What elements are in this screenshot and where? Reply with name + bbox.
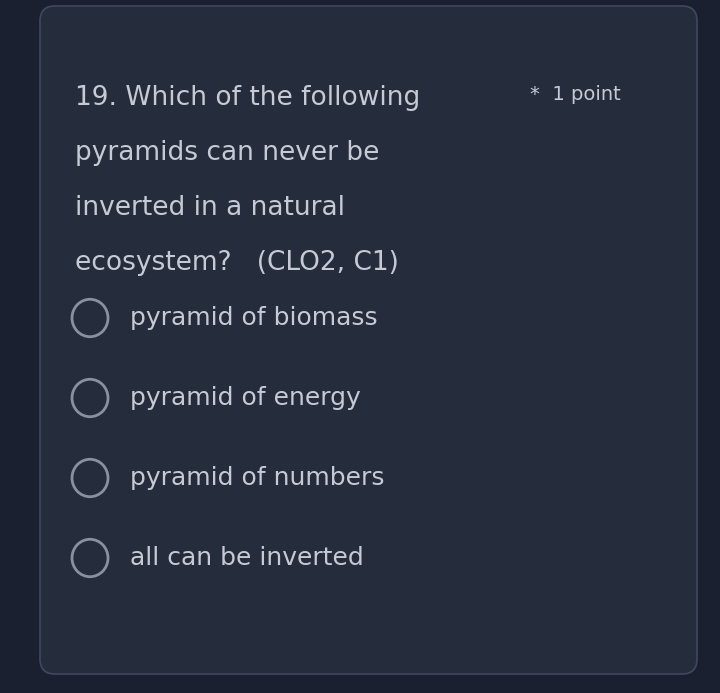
- Text: pyramids can never be: pyramids can never be: [75, 140, 379, 166]
- Text: pyramid of numbers: pyramid of numbers: [130, 466, 384, 490]
- Text: pyramid of energy: pyramid of energy: [130, 386, 361, 410]
- Text: ecosystem?   (CLO2, C1): ecosystem? (CLO2, C1): [75, 250, 399, 276]
- Text: *  1 point: * 1 point: [530, 85, 621, 104]
- Text: inverted in a natural: inverted in a natural: [75, 195, 345, 221]
- Text: 19. Which of the following: 19. Which of the following: [75, 85, 420, 111]
- Text: all can be inverted: all can be inverted: [130, 546, 364, 570]
- FancyBboxPatch shape: [40, 6, 697, 674]
- Text: pyramid of biomass: pyramid of biomass: [130, 306, 377, 330]
